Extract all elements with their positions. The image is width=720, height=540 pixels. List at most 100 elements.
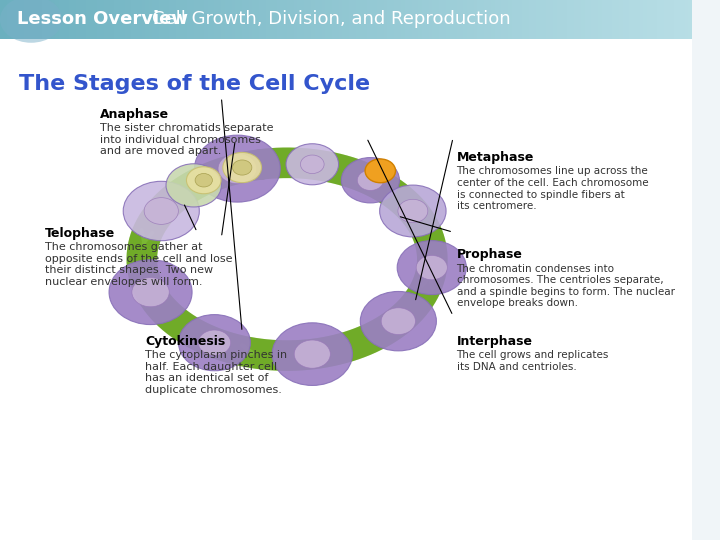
FancyBboxPatch shape bbox=[512, 0, 516, 39]
FancyBboxPatch shape bbox=[405, 0, 408, 39]
Circle shape bbox=[381, 308, 415, 334]
FancyBboxPatch shape bbox=[163, 0, 166, 39]
Text: Cell Growth, Division, and Reproduction: Cell Growth, Division, and Reproduction bbox=[152, 10, 510, 29]
FancyBboxPatch shape bbox=[76, 0, 79, 39]
Circle shape bbox=[179, 315, 251, 371]
Text: Metaphase: Metaphase bbox=[456, 151, 534, 164]
FancyBboxPatch shape bbox=[318, 0, 322, 39]
Circle shape bbox=[203, 193, 372, 325]
FancyBboxPatch shape bbox=[7, 0, 10, 39]
FancyBboxPatch shape bbox=[297, 0, 301, 39]
FancyBboxPatch shape bbox=[94, 0, 97, 39]
FancyBboxPatch shape bbox=[567, 0, 571, 39]
FancyBboxPatch shape bbox=[273, 0, 276, 39]
FancyBboxPatch shape bbox=[287, 0, 291, 39]
FancyBboxPatch shape bbox=[640, 0, 643, 39]
FancyBboxPatch shape bbox=[55, 0, 59, 39]
Circle shape bbox=[360, 292, 436, 351]
FancyBboxPatch shape bbox=[449, 0, 453, 39]
FancyBboxPatch shape bbox=[671, 0, 675, 39]
FancyBboxPatch shape bbox=[228, 0, 232, 39]
FancyBboxPatch shape bbox=[678, 0, 681, 39]
Text: The chromatin condenses into
chromosomes. The centrioles separate,
and a spindle: The chromatin condenses into chromosomes… bbox=[456, 264, 675, 308]
FancyBboxPatch shape bbox=[456, 0, 460, 39]
FancyBboxPatch shape bbox=[529, 0, 533, 39]
Text: The chromosomes gather at
opposite ends of the cell and lose
their distinct shap: The chromosomes gather at opposite ends … bbox=[45, 242, 233, 287]
FancyBboxPatch shape bbox=[626, 0, 629, 39]
FancyBboxPatch shape bbox=[117, 0, 121, 39]
FancyBboxPatch shape bbox=[591, 0, 595, 39]
FancyBboxPatch shape bbox=[176, 0, 180, 39]
Circle shape bbox=[222, 152, 261, 183]
FancyBboxPatch shape bbox=[550, 0, 554, 39]
Circle shape bbox=[194, 135, 280, 202]
FancyBboxPatch shape bbox=[45, 0, 48, 39]
FancyBboxPatch shape bbox=[460, 0, 464, 39]
FancyBboxPatch shape bbox=[114, 0, 117, 39]
FancyBboxPatch shape bbox=[654, 0, 657, 39]
FancyBboxPatch shape bbox=[0, 39, 692, 540]
FancyBboxPatch shape bbox=[253, 0, 256, 39]
FancyBboxPatch shape bbox=[387, 0, 391, 39]
FancyBboxPatch shape bbox=[31, 0, 35, 39]
FancyBboxPatch shape bbox=[436, 0, 439, 39]
FancyBboxPatch shape bbox=[446, 0, 449, 39]
FancyBboxPatch shape bbox=[491, 0, 495, 39]
FancyBboxPatch shape bbox=[21, 0, 24, 39]
FancyBboxPatch shape bbox=[481, 0, 485, 39]
FancyBboxPatch shape bbox=[546, 0, 550, 39]
FancyBboxPatch shape bbox=[571, 0, 574, 39]
FancyBboxPatch shape bbox=[332, 0, 336, 39]
FancyBboxPatch shape bbox=[242, 0, 246, 39]
FancyBboxPatch shape bbox=[349, 0, 353, 39]
Text: Anaphase: Anaphase bbox=[100, 108, 169, 121]
FancyBboxPatch shape bbox=[322, 0, 325, 39]
FancyBboxPatch shape bbox=[675, 0, 678, 39]
Circle shape bbox=[166, 164, 221, 207]
FancyBboxPatch shape bbox=[470, 0, 474, 39]
FancyBboxPatch shape bbox=[69, 0, 73, 39]
FancyBboxPatch shape bbox=[66, 0, 69, 39]
FancyBboxPatch shape bbox=[10, 0, 14, 39]
FancyBboxPatch shape bbox=[426, 0, 429, 39]
FancyBboxPatch shape bbox=[606, 0, 608, 39]
FancyBboxPatch shape bbox=[263, 0, 266, 39]
FancyBboxPatch shape bbox=[276, 0, 280, 39]
Circle shape bbox=[397, 241, 467, 295]
FancyBboxPatch shape bbox=[79, 0, 83, 39]
FancyBboxPatch shape bbox=[598, 0, 602, 39]
FancyBboxPatch shape bbox=[315, 0, 318, 39]
FancyBboxPatch shape bbox=[477, 0, 481, 39]
Ellipse shape bbox=[0, 0, 62, 43]
FancyBboxPatch shape bbox=[353, 0, 356, 39]
FancyBboxPatch shape bbox=[135, 0, 138, 39]
FancyBboxPatch shape bbox=[149, 0, 152, 39]
FancyBboxPatch shape bbox=[554, 0, 557, 39]
FancyBboxPatch shape bbox=[17, 0, 21, 39]
FancyBboxPatch shape bbox=[194, 0, 197, 39]
FancyBboxPatch shape bbox=[522, 0, 526, 39]
FancyBboxPatch shape bbox=[59, 0, 62, 39]
FancyBboxPatch shape bbox=[685, 0, 688, 39]
FancyBboxPatch shape bbox=[159, 0, 163, 39]
FancyBboxPatch shape bbox=[132, 0, 135, 39]
FancyBboxPatch shape bbox=[145, 0, 149, 39]
FancyBboxPatch shape bbox=[190, 0, 194, 39]
FancyBboxPatch shape bbox=[291, 0, 294, 39]
FancyBboxPatch shape bbox=[688, 0, 692, 39]
FancyBboxPatch shape bbox=[301, 0, 305, 39]
FancyBboxPatch shape bbox=[519, 0, 522, 39]
Text: The cytoplasm pinches in
half. Each daughter cell
has an identical set of
duplic: The cytoplasm pinches in half. Each daug… bbox=[145, 350, 287, 395]
FancyBboxPatch shape bbox=[218, 0, 221, 39]
FancyBboxPatch shape bbox=[111, 0, 114, 39]
FancyBboxPatch shape bbox=[100, 0, 104, 39]
Text: Interphase: Interphase bbox=[456, 335, 533, 348]
Circle shape bbox=[198, 330, 230, 355]
FancyBboxPatch shape bbox=[474, 0, 477, 39]
FancyBboxPatch shape bbox=[391, 0, 395, 39]
FancyBboxPatch shape bbox=[667, 0, 671, 39]
FancyBboxPatch shape bbox=[121, 0, 125, 39]
Circle shape bbox=[341, 158, 400, 203]
FancyBboxPatch shape bbox=[408, 0, 412, 39]
FancyBboxPatch shape bbox=[616, 0, 619, 39]
